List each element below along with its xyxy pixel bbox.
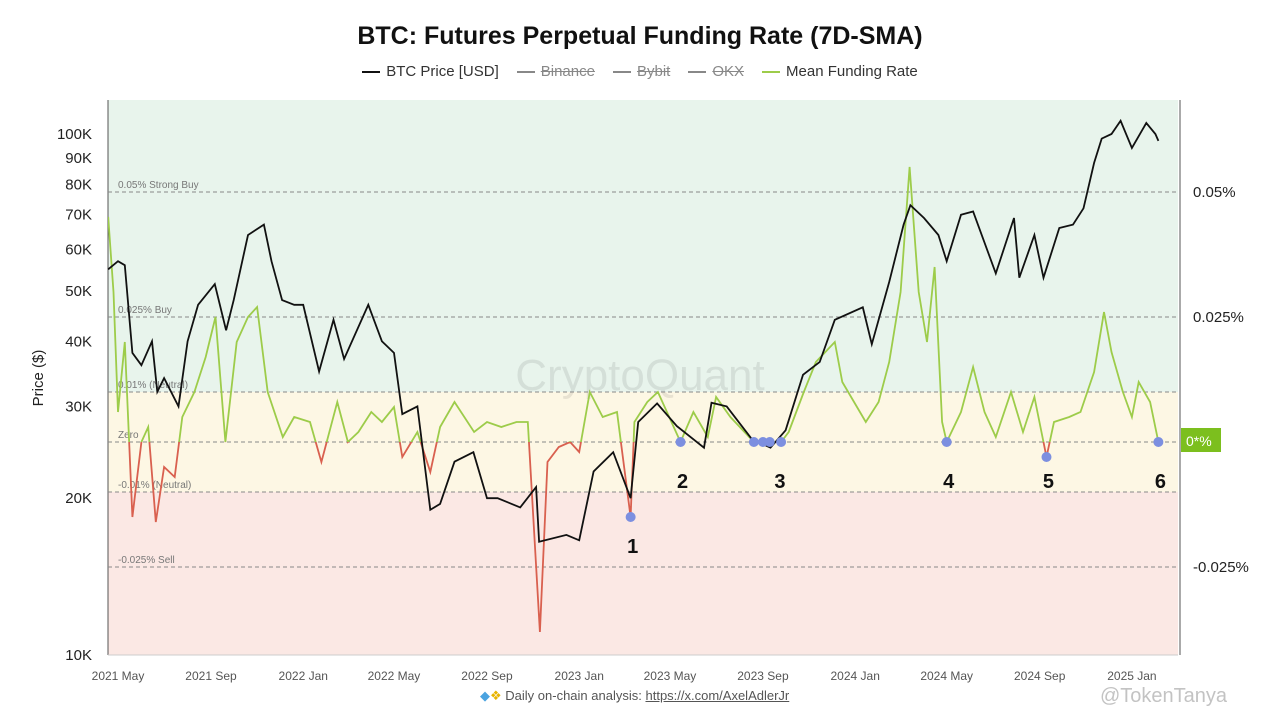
legend-label: Mean Funding Rate xyxy=(786,63,918,80)
annotation-label: 5 xyxy=(1043,471,1054,493)
sell-zone-band xyxy=(108,492,1178,655)
band-label: 0.025% Buy xyxy=(118,305,172,316)
legend: BTC Price [USD] Binance Bybit OKX Mean F… xyxy=(0,63,1280,80)
band-label: 0.05% Strong Buy xyxy=(118,180,199,191)
y-left-tick-label: 20K xyxy=(65,490,92,507)
annotation-label: 1 xyxy=(627,536,638,558)
x-tick-label: 2024 Sep xyxy=(1014,669,1066,683)
legend-label: Bybit xyxy=(636,63,671,80)
annotation-marker xyxy=(748,437,759,447)
x-tick-label: 2023 Jan xyxy=(555,669,604,683)
legend-item-btc-price[interactable]: BTC Price [USD] xyxy=(362,63,499,80)
y-left-tick-label: 90K xyxy=(65,150,92,167)
current-value-label: 0*% xyxy=(1186,433,1212,449)
annotation-marker xyxy=(764,437,775,447)
annotation-label: 6 xyxy=(1155,471,1166,493)
footer-text: Daily on-chain analysis: xyxy=(505,688,642,703)
annotation-marker xyxy=(1153,437,1164,447)
buy-zone-band xyxy=(108,100,1178,392)
btc-price-line xyxy=(107,118,1160,543)
x-tick-label: 2022 May xyxy=(368,669,421,683)
band-label: 0.01% (Neutral) xyxy=(118,380,188,391)
footer-link[interactable]: https://x.com/AxelAdlerJr xyxy=(645,688,790,703)
y-left-tick-label: 10K xyxy=(65,647,92,664)
y-right-tick-label: 0.025% xyxy=(1193,309,1244,326)
legend-item-binance[interactable]: Binance xyxy=(516,63,595,80)
y-axis-label: Price ($) xyxy=(30,350,47,407)
x-tick-label: 2025 Jan xyxy=(1107,669,1156,683)
legend-label: Binance xyxy=(540,63,595,80)
y-left-tick-label: 70K xyxy=(65,207,92,224)
legend-label: OKX xyxy=(712,63,745,80)
annotation-marker xyxy=(776,437,787,447)
legend-swatch xyxy=(516,70,535,73)
x-tick-label: 2024 May xyxy=(920,669,973,683)
y-left-tick-label: 40K xyxy=(65,333,92,350)
chart-title: BTC: Futures Perpetual Funding Rate (7D-… xyxy=(357,22,923,50)
y-left-tick-label: 80K xyxy=(65,176,92,193)
credit-watermark: @TokenTanya xyxy=(1100,685,1228,707)
y-left-tick-label: 60K xyxy=(65,242,92,259)
y-right-tick-label: -0.025% xyxy=(1193,559,1249,576)
legend-item-okx[interactable]: OKX xyxy=(688,63,744,80)
legend-swatch xyxy=(688,70,707,73)
footer: ◆❖ Daily on-chain analysis: https://x.co… xyxy=(480,688,789,704)
diamond-icon: ◆ xyxy=(480,688,490,703)
annotation-marker xyxy=(625,512,636,522)
y-left-tick-label: 50K xyxy=(65,283,92,300)
x-tick-label: 2022 Sep xyxy=(461,669,513,683)
y-right-tick-label: 0.05% xyxy=(1193,184,1236,201)
annotation-marker xyxy=(675,437,686,447)
x-tick-label: 2023 Sep xyxy=(737,669,789,683)
x-tick-label: 2022 Jan xyxy=(279,669,328,683)
band-label: -0.01% (Neutral) xyxy=(118,480,191,491)
annotation-label: 2 xyxy=(677,471,688,493)
x-tick-label: 2021 May xyxy=(92,669,145,683)
legend-item-mean-funding-rate[interactable]: Mean Funding Rate xyxy=(762,63,918,80)
x-tick-label: 2024 Jan xyxy=(830,669,879,683)
y-left-tick-label: 100K xyxy=(57,126,92,143)
annotation-label: 3 xyxy=(774,471,785,493)
legend-swatch xyxy=(612,70,631,73)
annotation-marker xyxy=(1041,452,1052,462)
current-value-tag xyxy=(1181,428,1221,452)
x-tick-label: 2023 May xyxy=(644,669,697,683)
funding-rate-line-positive xyxy=(108,166,1160,442)
legend-swatch xyxy=(362,70,381,73)
watermark-cryptoquant: CryptoQuant xyxy=(515,351,764,400)
legend-item-bybit[interactable]: Bybit xyxy=(612,63,671,80)
raised-hands-icon: ❖ xyxy=(490,688,502,703)
x-tick-label: 2021 Sep xyxy=(185,669,237,683)
band-label: -0.025% Sell xyxy=(118,555,175,566)
legend-label: BTC Price [USD] xyxy=(386,63,499,80)
annotation-marker xyxy=(941,437,952,447)
annotation-label: 4 xyxy=(943,471,955,493)
legend-swatch xyxy=(762,70,781,73)
y-left-tick-label: 30K xyxy=(65,398,92,415)
funding-rate-line-negative xyxy=(128,442,1159,633)
